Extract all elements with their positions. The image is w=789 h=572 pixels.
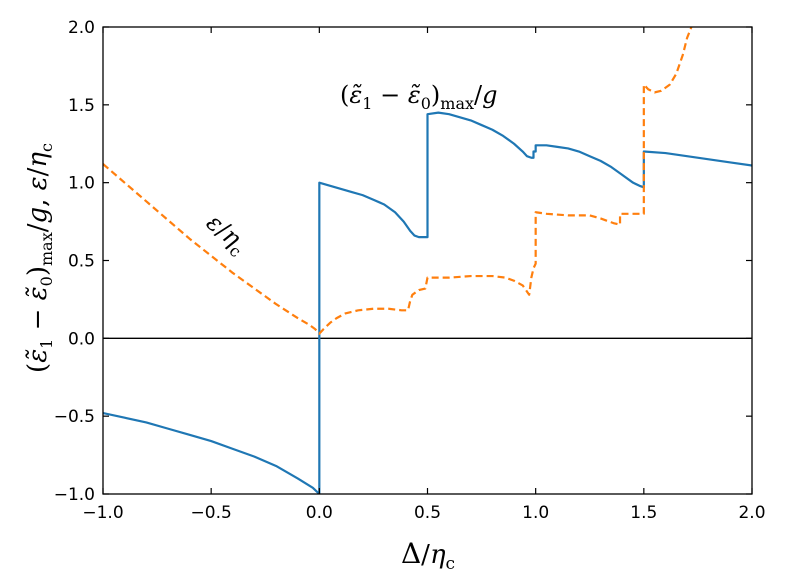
x-tick-label: 0.0	[306, 503, 333, 523]
series-line-epsilon	[103, 27, 693, 335]
x-tick-label: 0.5	[414, 503, 441, 523]
x-tick-label: −1.0	[82, 503, 123, 523]
x-tick-label: 2.0	[738, 503, 765, 523]
y-tick-label: −1.0	[54, 485, 95, 505]
y-tick-label: −0.5	[54, 407, 95, 427]
y-axis-title: (ε̃1 − ε̃0)max/g, ε/ηc	[23, 143, 56, 373]
x-axis-title: Δ/ηc	[401, 537, 455, 572]
x-tick-label: 1.5	[630, 503, 657, 523]
x-tick-label: 1.0	[522, 503, 549, 523]
y-tick-label: 1.5	[68, 96, 95, 116]
y-tick-label: 0.0	[68, 329, 95, 349]
y-tick-label: 2.0	[68, 18, 95, 38]
annotation-gap-label: (ε̃1 − ε̃0)max/g	[340, 81, 497, 113]
y-tick-label: 0.5	[68, 252, 95, 272]
series-line-gap	[103, 111, 752, 494]
x-tick-label: −0.5	[191, 503, 232, 523]
y-tick-label: 1.0	[68, 174, 95, 194]
